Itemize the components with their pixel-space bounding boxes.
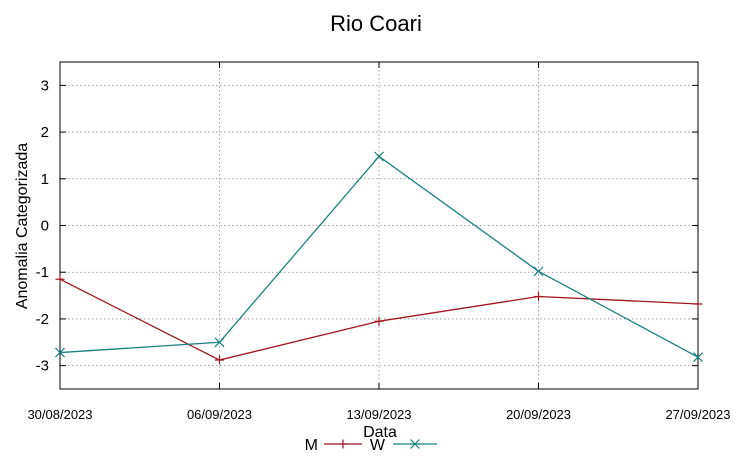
data-point-m xyxy=(534,292,543,302)
series-group xyxy=(55,151,703,365)
data-point-w xyxy=(693,352,703,363)
legend-label-w: W xyxy=(370,437,386,454)
chart-title: Rio Coari xyxy=(330,11,422,36)
y-tick-label: 0 xyxy=(41,218,49,235)
x-axis-label: Data xyxy=(363,424,397,441)
data-point-m xyxy=(55,274,65,284)
data-point-w xyxy=(374,151,384,162)
y-tick-label: 3 xyxy=(41,77,49,94)
x-tick-label: 20/09/2023 xyxy=(506,407,571,422)
data-point-m xyxy=(374,316,384,326)
data-point-m xyxy=(215,355,224,365)
x-tick-label: 13/09/2023 xyxy=(346,407,411,422)
y-tick-label: -1 xyxy=(36,264,49,281)
y-tick-label: 1 xyxy=(41,171,49,188)
x-axis-ticks: 30/08/2023 06/09/2023 13/09/2023 20/09/2023… xyxy=(27,62,731,422)
y-axis-label: Anomalia Categorizada xyxy=(14,143,31,309)
data-point-w xyxy=(214,337,225,348)
grid xyxy=(60,62,698,389)
x-tick-label: 27/09/2023 xyxy=(665,407,730,422)
legend-marker-m xyxy=(338,439,348,449)
x-tick-label: 06/09/2023 xyxy=(187,407,252,422)
legend-marker-w xyxy=(410,439,420,449)
y-tick-label: -2 xyxy=(36,311,49,328)
legend-label-m: M xyxy=(305,437,318,454)
y-axis-ticks: 3 2 1 0 -1 -2 -3 xyxy=(36,77,698,375)
y-tick-label: 2 xyxy=(41,124,49,141)
data-point-m xyxy=(693,299,703,309)
y-tick-label: -3 xyxy=(36,358,49,375)
data-point-w xyxy=(533,266,544,277)
x-tick-label: 30/08/2023 xyxy=(27,407,92,422)
data-point-w xyxy=(55,347,65,358)
